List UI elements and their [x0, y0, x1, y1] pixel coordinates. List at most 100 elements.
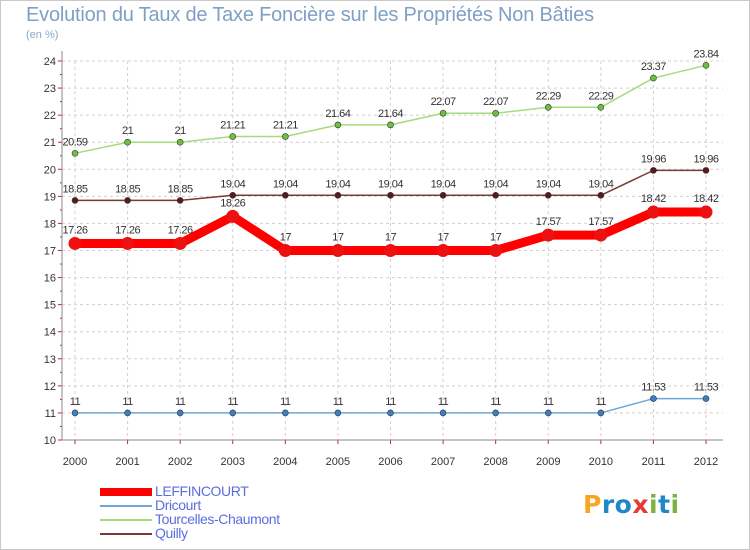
y-tick-label: 12: [44, 381, 56, 393]
data-point-dricourt: [544, 409, 552, 417]
data-label-tourcelles-chaumont: 21.21: [220, 120, 245, 132]
data-label-quilly: 18.85: [168, 183, 193, 195]
legend-swatch: [100, 505, 152, 507]
y-tick-label: 18: [44, 218, 56, 230]
data-label-dricourt: 11: [333, 396, 344, 408]
data-label-dricourt: 11: [543, 396, 554, 408]
data-label-dricourt: 11: [490, 396, 501, 408]
data-label-leffincourt: 17: [332, 232, 344, 244]
data-point-dricourt: [650, 395, 657, 402]
data-label-dricourt: 11: [438, 396, 449, 408]
legend-swatch: [100, 488, 152, 496]
legend-swatch: [100, 519, 152, 521]
x-tick-label: 2004: [273, 456, 297, 468]
data-label-dricourt: 11.53: [641, 382, 666, 394]
data-point-leffincourt: [594, 228, 608, 242]
data-label-tourcelles-chaumont: 21.64: [378, 108, 403, 120]
x-tick-label: 2007: [431, 456, 455, 468]
data-point-dricourt: [492, 409, 499, 417]
data-point-tourcelles-chaumont: [176, 138, 184, 146]
data-point-quilly: [439, 191, 447, 199]
data-label-leffincourt: 18.26: [220, 197, 245, 209]
data-point-quilly: [492, 191, 499, 199]
data-label-leffincourt: 17.26: [168, 224, 193, 236]
y-tick-label: 16: [44, 273, 56, 285]
data-point-leffincourt: [646, 205, 660, 219]
data-point-tourcelles-chaumont: [544, 103, 552, 111]
data-point-leffincourt: [173, 236, 187, 250]
data-label-dricourt: 11: [280, 396, 291, 408]
data-label-dricourt: 11: [596, 396, 607, 408]
data-point-tourcelles-chaumont: [597, 103, 605, 111]
data-label-dricourt: 11: [122, 396, 133, 408]
data-label-dricourt: 11: [228, 396, 239, 408]
data-point-quilly: [650, 167, 657, 174]
data-label-quilly: 18.85: [115, 183, 140, 195]
proxiti-logo: Proxiti: [583, 490, 680, 519]
data-label-tourcelles-chaumont: 22.07: [431, 96, 456, 108]
legend-label: LEFFINCOURT: [155, 483, 249, 499]
data-label-leffincourt: 17: [385, 232, 397, 244]
data-point-tourcelles-chaumont: [702, 62, 710, 69]
data-point-dricourt: [597, 409, 605, 417]
data-point-dricourt: [124, 409, 131, 417]
logo-letter: i: [649, 490, 659, 519]
data-point-leffincourt: [278, 244, 292, 257]
x-tick-label: 2010: [589, 456, 613, 468]
data-label-quilly: 19.04: [483, 178, 508, 190]
data-point-quilly: [229, 191, 237, 199]
data-point-dricourt: [176, 409, 184, 417]
logo-letter: t: [658, 490, 671, 519]
data-label-leffincourt: 18.42: [641, 193, 666, 205]
data-point-tourcelles-chaumont: [492, 109, 499, 117]
x-tick-label: 2003: [221, 456, 245, 468]
legend-label: Quilly: [155, 525, 188, 541]
data-label-tourcelles-chaumont: 20.59: [62, 136, 87, 148]
x-tick-label: 2002: [168, 456, 192, 468]
logo-letter: o: [614, 490, 633, 519]
data-label-tourcelles-chaumont: 23.84: [693, 48, 718, 60]
logo-letter: r: [601, 490, 615, 519]
data-label-tourcelles-chaumont: 21: [122, 125, 134, 137]
data-label-leffincourt: 17.57: [588, 216, 613, 228]
data-label-leffincourt: 17: [490, 232, 502, 244]
data-point-tourcelles-chaumont: [71, 150, 79, 157]
data-point-dricourt: [71, 409, 79, 417]
x-tick-label: 2008: [483, 456, 507, 468]
data-point-tourcelles-chaumont: [439, 109, 447, 117]
data-label-quilly: 19.04: [220, 178, 245, 190]
data-point-dricourt: [702, 395, 710, 402]
x-tick-label: 2000: [63, 456, 87, 468]
chart-title: Evolution du Taux de Taxe Foncière sur l…: [26, 4, 594, 26]
logo-letter: i: [670, 490, 680, 519]
data-point-tourcelles-chaumont: [387, 121, 394, 129]
legend-label: Tourcelles-Chaumont: [155, 511, 280, 527]
data-point-leffincourt: [699, 205, 713, 219]
data-point-dricourt: [229, 409, 237, 417]
data-label-leffincourt: 17.26: [62, 224, 87, 236]
y-tick-label: 20: [44, 164, 56, 176]
data-label-tourcelles-chaumont: 21.21: [273, 120, 298, 132]
x-tick-label: 2009: [536, 456, 560, 468]
data-point-leffincourt: [436, 244, 450, 257]
data-label-quilly: 19.04: [431, 178, 456, 190]
logo-letter: x: [632, 490, 649, 519]
data-label-quilly: 19.96: [693, 153, 718, 165]
data-label-quilly: 19.04: [588, 178, 613, 190]
data-point-tourcelles-chaumont: [334, 121, 342, 129]
data-label-leffincourt: 17.57: [536, 216, 561, 228]
data-point-dricourt: [334, 409, 342, 417]
y-tick-label: 24: [44, 56, 56, 68]
y-tick-label: 11: [45, 408, 56, 420]
y-tick-label: 17: [44, 246, 56, 258]
data-label-quilly: 19.04: [536, 178, 561, 190]
data-point-quilly: [282, 191, 289, 199]
data-label-quilly: 18.85: [62, 183, 87, 195]
data-point-leffincourt: [541, 228, 555, 242]
data-point-tourcelles-chaumont: [282, 133, 289, 140]
data-point-dricourt: [282, 409, 289, 417]
data-label-tourcelles-chaumont: 21: [175, 125, 187, 137]
data-point-leffincourt: [384, 244, 397, 257]
